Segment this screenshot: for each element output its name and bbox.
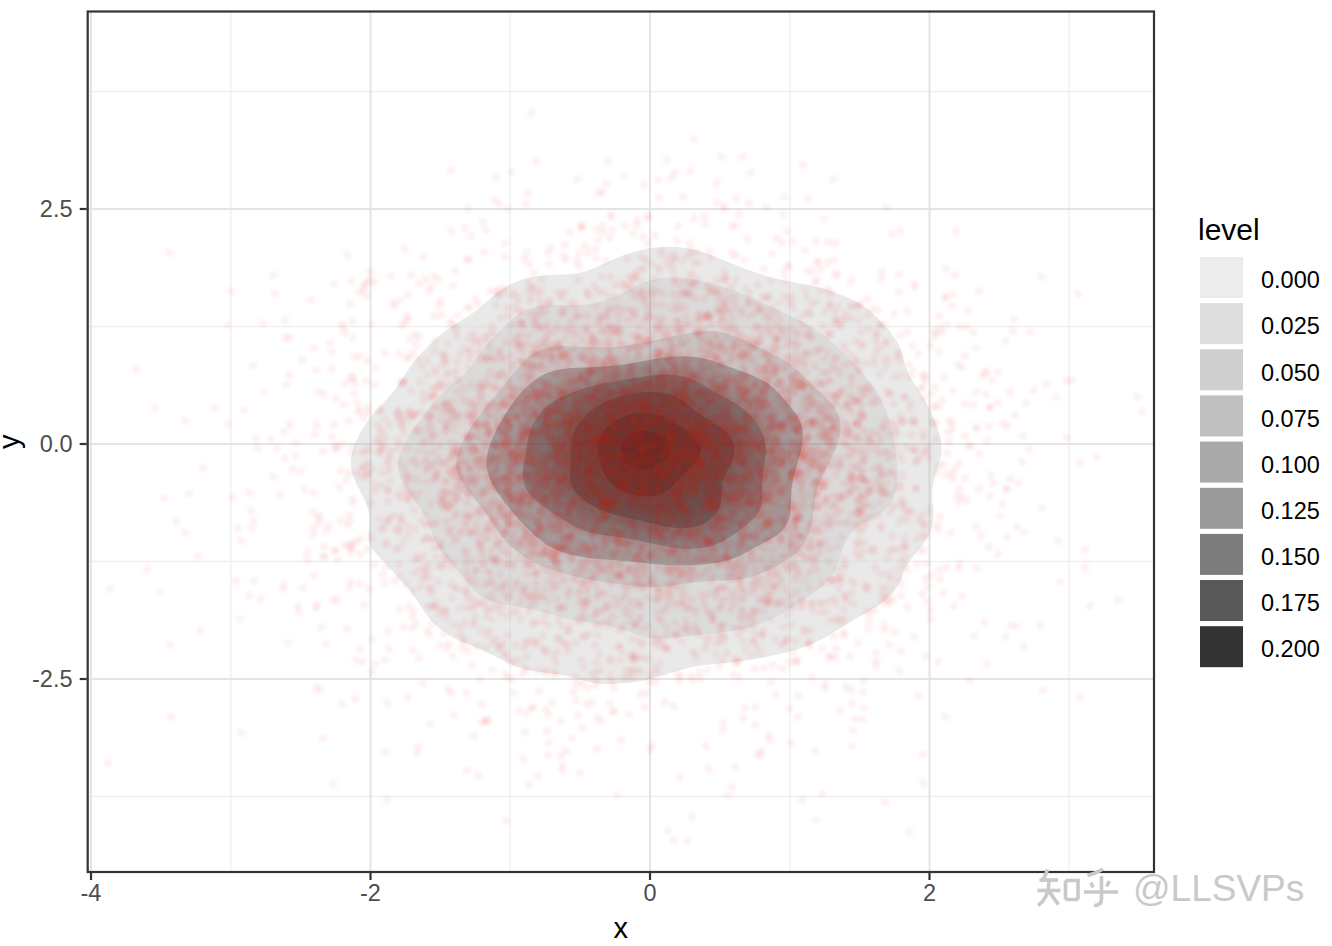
svg-text:0.0: 0.0 <box>40 431 73 457</box>
svg-text:-2: -2 <box>360 880 381 906</box>
svg-text:0.175: 0.175 <box>1261 590 1320 616</box>
svg-text:-4: -4 <box>81 880 102 906</box>
svg-text:0.000: 0.000 <box>1261 267 1320 293</box>
svg-text:x: x <box>614 912 629 944</box>
svg-text:0.025: 0.025 <box>1261 313 1320 339</box>
svg-text:0.075: 0.075 <box>1261 406 1320 432</box>
svg-text:0.200: 0.200 <box>1261 636 1320 662</box>
svg-text:y: y <box>0 434 26 449</box>
svg-text:0: 0 <box>643 880 656 906</box>
svg-text:0.100: 0.100 <box>1261 452 1320 478</box>
svg-text:@LLSVPs: @LLSVPs <box>1133 868 1304 909</box>
svg-text:2: 2 <box>923 880 936 906</box>
svg-text:-2.5: -2.5 <box>32 666 73 692</box>
svg-text:0.050: 0.050 <box>1261 360 1320 386</box>
svg-text:0.150: 0.150 <box>1261 544 1320 570</box>
svg-text:0.125: 0.125 <box>1261 498 1320 524</box>
svg-text:2.5: 2.5 <box>40 196 73 222</box>
svg-text:level: level <box>1198 213 1260 246</box>
